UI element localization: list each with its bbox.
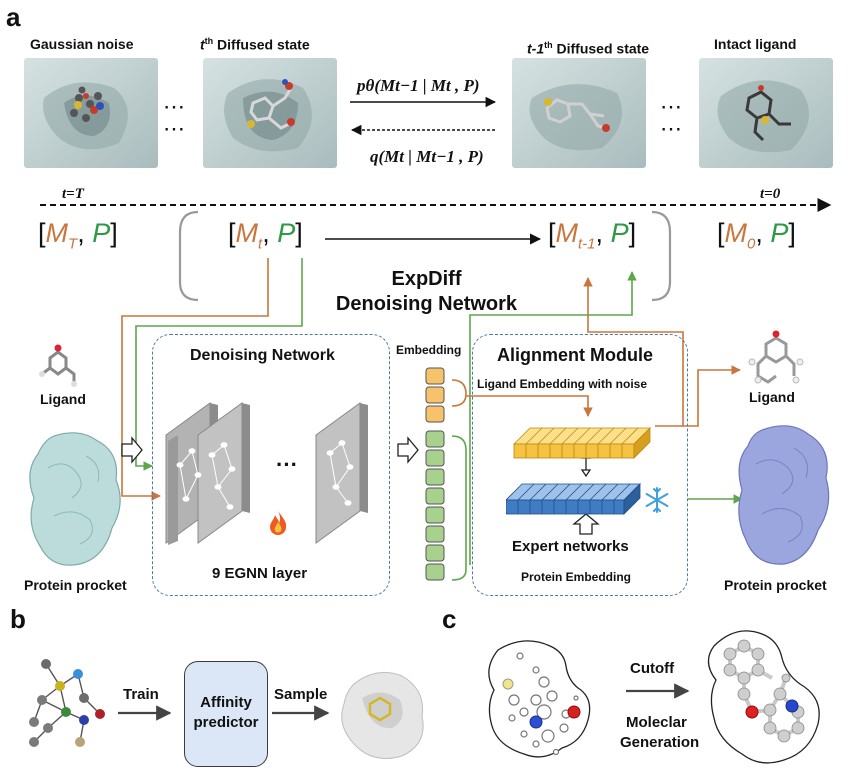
denoising-network-label: Denoising Network (190, 347, 335, 364)
right-gray-bracket (651, 210, 672, 302)
green-input-path (135, 258, 303, 471)
expert-bars-drawing (506, 427, 651, 515)
egnn-layer-label: 9 EGNN layer (212, 565, 308, 582)
protein-output-label: Protein procket (724, 577, 827, 593)
green-state-output (469, 271, 637, 565)
ligand-input-label: Ligand (40, 391, 86, 407)
egnn-layer-3 (168, 435, 202, 545)
ligand-embed-arrow (466, 395, 593, 417)
sample-label: Sample (274, 686, 328, 703)
expert-network-bars (506, 483, 641, 515)
alignment-module-box (472, 334, 688, 596)
pocket-atoms-drawing (488, 640, 591, 758)
sampled-complex-surface (341, 671, 424, 759)
tth-diffused-snapshot (203, 58, 337, 168)
green-embed-brace (451, 435, 467, 581)
ellipsis-left-bottom: ⋯ (163, 116, 185, 141)
panel-b-label: b (10, 604, 26, 634)
ligand-embedding-label: Ligand Embedding with noise (477, 377, 647, 391)
t1th-state-label: t-1th Diffused state (527, 40, 650, 57)
embedding-label: Embedding (396, 343, 462, 357)
snowflake-icon (645, 487, 669, 513)
egnn-layer-last (315, 402, 368, 544)
generated-molecule-drawing (707, 630, 820, 764)
ellipsis-right-top: ⋯ (660, 94, 682, 119)
state-MT: [MT, P] (38, 218, 118, 253)
hollow-arrow-expert-up (572, 513, 600, 535)
train-label: Train (123, 686, 159, 703)
forward-formula: pθ(Mt−1 | Mt , P) (357, 76, 480, 95)
denoising-network-box (152, 334, 390, 596)
state-Mt-1: [Mt-1, P] (548, 218, 637, 253)
ligand-embedding-bars (513, 427, 651, 459)
fire-icon (270, 511, 287, 535)
affinity-predictor-line1: Affinity (200, 694, 252, 711)
gaussian-noise-label: Gaussian noise (30, 36, 134, 52)
embedding-column (425, 367, 445, 581)
reverse-formula: q(Mt | Mt−1 , P) (370, 147, 484, 166)
egnn-layer-2 (197, 402, 250, 544)
alignment-module-label: Alignment Module (497, 345, 653, 365)
cutoff-label: Cutoff (630, 660, 675, 677)
ligand-input-molecule (39, 344, 77, 387)
affinity-predictor-line2: predictor (193, 714, 259, 731)
graph-network-icon (29, 659, 105, 747)
panel-c-label: c (442, 604, 457, 634)
ligand-output-label: Ligand (749, 389, 795, 405)
ellipsis-right-bottom: ⋯ (660, 116, 682, 141)
timeline-start: t=T (62, 186, 84, 202)
gaussian-noise-snapshot (24, 58, 158, 168)
orange-state-output (583, 277, 684, 426)
ellipsis-left-top: ⋯ (163, 94, 185, 119)
intact-ligand-label: Intact ligand (714, 36, 797, 52)
protein-embedding-label: Protein Embedding (521, 570, 632, 584)
hollow-arrow-into-embedding (397, 436, 419, 464)
expdiff-title: ExpDiff (391, 268, 462, 290)
orange-ligand-output (655, 365, 741, 427)
ligand-output-molecule (748, 330, 804, 384)
hollow-arrow-into-network (121, 436, 143, 464)
generation-line2: Generation (620, 734, 700, 751)
layer-dots: ··· (276, 452, 298, 477)
expert-networks-label: Expert networks (512, 538, 629, 555)
orange-embed-brace (451, 379, 467, 407)
intact-ligand-snapshot (699, 58, 833, 168)
denoising-network-title: Denoising Network (335, 293, 518, 315)
t1th-diffused-snapshot (512, 58, 646, 168)
timeline-end: t=0 (760, 186, 781, 202)
panel-a-label: a (6, 2, 21, 32)
protein-input-blob (29, 432, 121, 566)
egnn-layers-drawing (165, 402, 368, 545)
orange-input-path (121, 258, 269, 501)
state-Mt: [Mt, P] (228, 218, 303, 253)
affinity-predictor-box: Affinity predictor (184, 661, 268, 767)
left-gray-bracket (178, 210, 199, 302)
generation-line1: Moleclar (626, 714, 687, 731)
protein-input-label: Protein procket (24, 577, 127, 593)
tth-state-label: tth Diffused state (200, 36, 310, 53)
state-M0: [M0, P] (717, 218, 796, 253)
protein-output-blob (738, 425, 830, 565)
